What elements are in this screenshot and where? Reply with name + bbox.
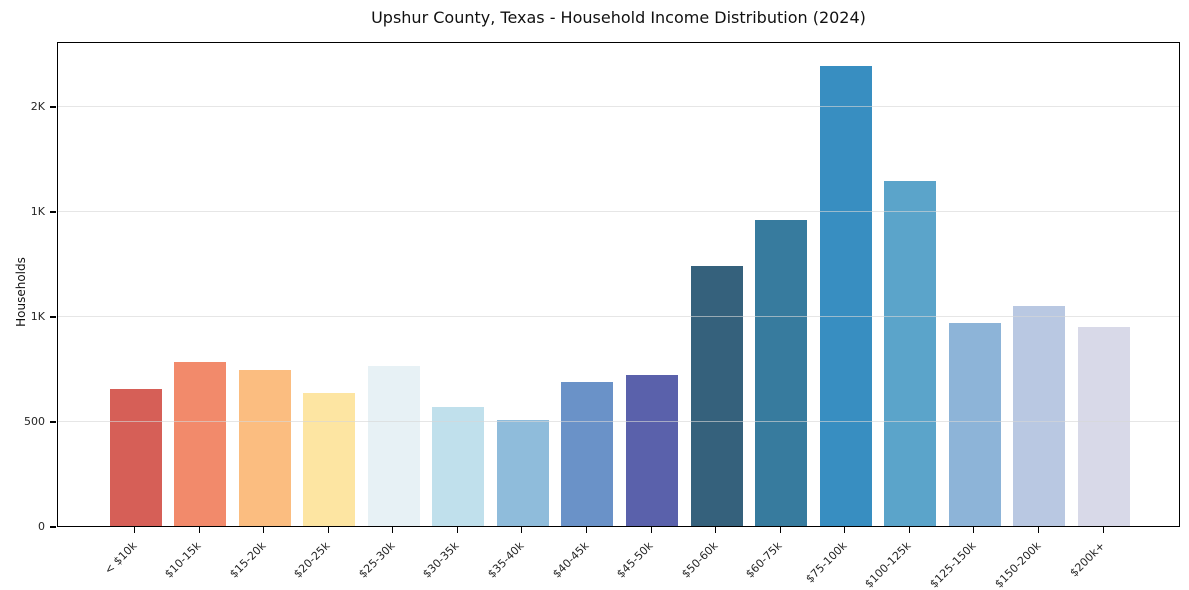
- bar-< $10k: [109, 388, 162, 526]
- x-tick-label: $25-30k: [356, 539, 398, 581]
- x-tick-mark: [1037, 527, 1040, 533]
- grid-layer: [58, 43, 1179, 526]
- x-tick-label: $15-20k: [226, 539, 269, 581]
- x-tick-label: $60-75k: [743, 539, 785, 581]
- x-tick-mark: [585, 527, 588, 533]
- x-tick-label: $50-60k: [678, 539, 721, 581]
- bar-$200k+: [1078, 326, 1131, 526]
- plot-area: [57, 42, 1180, 527]
- x-tick-mark: [263, 527, 265, 533]
- x-tick-mark: [392, 527, 394, 533]
- y-tick-label: 2K: [30, 100, 45, 114]
- x-tick-mark: [327, 527, 329, 533]
- y-tick-label: 1K: [30, 205, 45, 219]
- x-tick-label: $45-50k: [614, 539, 656, 581]
- bar-$150-200k: [1013, 305, 1066, 526]
- x-tick-label: < $10k: [101, 539, 139, 577]
- bar-$40-45k: [561, 382, 614, 526]
- gridline-500: [58, 420, 1179, 422]
- x-tick-mark: [844, 527, 846, 533]
- x-tick-label: $100-125k: [862, 539, 914, 590]
- y-tick-label: 500: [24, 415, 45, 428]
- bar-$25-30k: [367, 366, 420, 526]
- y-tick-mark: [50, 421, 56, 423]
- x-tick-label: $75-100k: [803, 539, 850, 586]
- gridline-1000: [58, 315, 1179, 317]
- x-axis-ticks: < $10k $10-15k $15-20k $20-25k $25-30k $30-35…: [57, 527, 1180, 590]
- x-tick-label: $200k+: [1067, 539, 1108, 580]
- y-tick-label: 0: [38, 520, 45, 533]
- bar-$125-150k: [948, 323, 1001, 526]
- bar-$50-60k: [690, 265, 743, 526]
- chart-title: Upshur County, Texas - Household Income …: [371, 8, 866, 27]
- x-tick-label: $40-45k: [549, 539, 591, 581]
- x-tick-mark: [908, 527, 910, 533]
- x-tick-label: $125-150k: [927, 539, 979, 590]
- bar-$20-25k: [303, 392, 356, 526]
- x-tick-mark: [456, 527, 458, 533]
- bar-$35-40k: [496, 420, 549, 526]
- bars-layer: [58, 43, 1179, 526]
- gridline-1500: [58, 210, 1179, 212]
- y-axis-label: Households: [14, 257, 28, 327]
- x-tick-label: $35-40k: [485, 539, 527, 581]
- bar-$10-15k: [174, 362, 227, 526]
- x-tick-mark: [973, 527, 975, 533]
- bar-$75-100k: [819, 66, 872, 526]
- bar-$15-20k: [238, 369, 291, 526]
- x-tick-label: $30-35k: [420, 539, 462, 581]
- x-tick-label: $10-15k: [162, 539, 204, 581]
- y-tick-mark: [50, 526, 56, 528]
- gridline-2000: [58, 105, 1179, 107]
- bar-$45-50k: [626, 374, 679, 526]
- x-tick-mark: [715, 527, 717, 533]
- bar-$30-35k: [432, 407, 485, 526]
- x-tick-mark: [133, 527, 136, 533]
- y-tick-mark: [50, 211, 56, 213]
- x-tick-label: $20-25k: [291, 539, 333, 581]
- x-tick-mark: [1102, 527, 1104, 533]
- x-tick-mark: [521, 527, 523, 533]
- x-tick-mark: [198, 527, 200, 533]
- y-tick-mark: [50, 106, 56, 108]
- y-tick-mark: [50, 316, 56, 318]
- bar-$100-125k: [884, 180, 937, 526]
- x-tick-mark: [650, 527, 652, 533]
- bar-$60-75k: [755, 219, 808, 526]
- x-tick-mark: [779, 527, 781, 533]
- x-tick-label: $150-200k: [991, 539, 1043, 590]
